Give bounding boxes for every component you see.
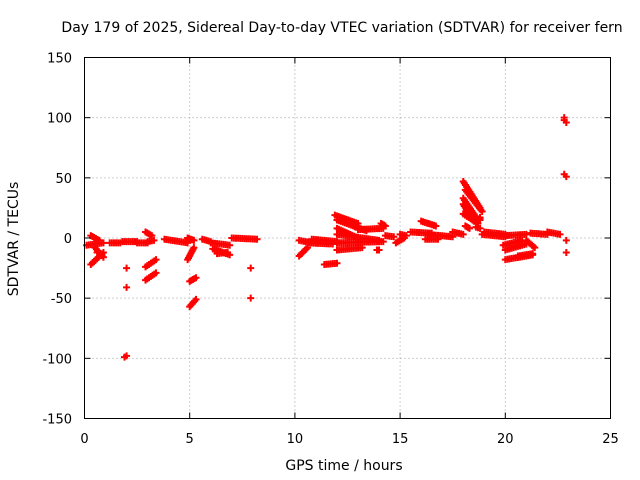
data-point [247,294,255,302]
chart-title: Day 179 of 2025, Sidereal Day-to-day VTE… [61,20,622,36]
data-point [381,222,389,230]
axis-ticks [84,57,611,419]
data-point [329,240,337,248]
data-point [390,233,398,241]
data-point [522,230,530,238]
x-axis-label: GPS time / hours [285,458,402,474]
data-point [192,295,200,303]
data-point [373,246,381,254]
data-point [432,222,440,230]
data-point [120,353,128,361]
y-tick-label: 0 [64,232,72,247]
data-point [358,244,366,252]
data-point [93,248,101,256]
data-point [333,259,341,267]
y-axis-label: SDTVAR / TECUs [6,182,22,297]
data-point [562,173,570,181]
tick-labels: 0 5 10 15 20 25 -150 -100 -50 0 50 100 150 [42,52,618,448]
data-points [83,114,570,361]
data-point [123,264,131,272]
data-point [192,274,200,282]
data-point [377,220,385,228]
data-point [562,118,570,126]
data-point [247,264,255,272]
x-tick-label: 15 [392,432,409,447]
data-point [226,241,234,249]
data-point [152,269,160,277]
data-point [379,238,387,246]
data-point [148,232,156,240]
data-point [466,224,474,232]
y-tick-label: 150 [47,52,72,67]
y-tick-label: -50 [51,292,72,307]
data-point [402,232,410,240]
data-point [224,248,232,256]
data-point [95,236,103,244]
y-tick-label: 100 [47,112,72,127]
data-point [99,239,107,247]
data-point [556,230,564,238]
data-point [476,224,484,232]
x-tick-label: 10 [287,432,304,447]
x-tick-label: 20 [497,432,514,447]
data-point [562,236,570,244]
data-point [99,253,107,261]
data-point [190,244,198,252]
data-point [476,216,484,224]
data-point [253,235,261,243]
y-tick-label: -100 [42,352,72,367]
data-point [123,283,131,291]
x-tick-label: 5 [186,432,194,447]
y-tick-label: 50 [55,172,72,187]
data-point [531,244,539,252]
data-point [150,236,158,244]
data-point [190,236,198,244]
data-point [478,208,486,216]
y-tick-label: -150 [42,413,72,428]
data-point [562,248,570,256]
x-tick-label: 0 [80,432,88,447]
x-tick-label: 25 [602,432,619,447]
data-point [459,230,467,238]
data-point [152,256,160,264]
data-point [529,250,537,258]
data-point [434,235,442,243]
